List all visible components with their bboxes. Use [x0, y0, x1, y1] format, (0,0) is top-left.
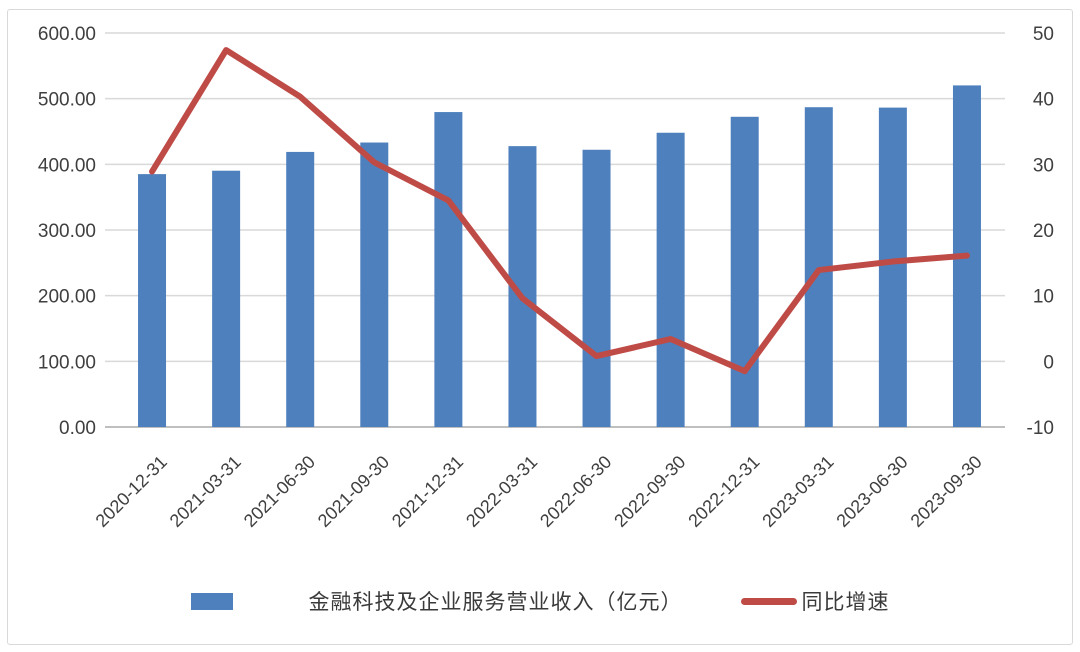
- svg-text:0: 0: [1043, 352, 1054, 373]
- svg-text:600.00: 600.00: [38, 24, 96, 45]
- revenue-bar: [730, 116, 759, 428]
- svg-text:-10: -10: [1027, 418, 1054, 439]
- svg-text:100.00: 100.00: [38, 352, 96, 373]
- revenue-bar-series: [138, 85, 981, 428]
- bar-series-swatch: [190, 592, 233, 610]
- revenue-bar: [138, 174, 167, 427]
- revenue-bar: [656, 132, 685, 427]
- chart-legend: 金融科技及企业服务营业收入（亿元） 同比增速: [0, 584, 1080, 618]
- svg-text:2021-06-30: 2021-06-30: [240, 452, 319, 531]
- revenue-bar: [878, 107, 907, 427]
- svg-text:50: 50: [1033, 24, 1054, 45]
- growth-line-series: [149, 47, 970, 375]
- revenue-bar: [434, 112, 463, 427]
- revenue-bar: [212, 170, 241, 427]
- svg-text:0.00: 0.00: [59, 418, 96, 439]
- line-series-legend-label: 同比增速: [801, 591, 890, 614]
- left-axis-labels: 600.00 500.00 400.00 300.00 200.00 100.00 0.00: [38, 24, 96, 439]
- svg-text:2022-12-31: 2022-12-31: [684, 452, 763, 531]
- svg-text:2023-03-31: 2023-03-31: [758, 452, 837, 531]
- svg-text:2023-09-30: 2023-09-30: [907, 452, 986, 531]
- revenue-bar: [286, 151, 315, 427]
- svg-text:2022-06-30: 2022-06-30: [536, 452, 615, 531]
- svg-text:10: 10: [1033, 287, 1054, 308]
- svg-text:2020-12-31: 2020-12-31: [92, 452, 171, 531]
- svg-text:300.00: 300.00: [38, 221, 96, 242]
- svg-text:40: 40: [1033, 90, 1054, 111]
- x-axis-labels: 2020-12-312021-03-312021-06-302021-09-30…: [92, 452, 986, 531]
- svg-text:400.00: 400.00: [38, 155, 96, 176]
- svg-text:2022-03-31: 2022-03-31: [462, 452, 541, 531]
- line-series-swatch: [740, 597, 797, 605]
- svg-text:200.00: 200.00: [38, 287, 96, 308]
- revenue-bar: [582, 149, 611, 427]
- svg-text:500.00: 500.00: [38, 90, 96, 111]
- svg-text:2022-09-30: 2022-09-30: [610, 452, 689, 531]
- bar-series-legend-label: 金融科技及企业服务营业收入（亿元）: [308, 591, 683, 614]
- revenue-bar: [360, 142, 389, 428]
- gridlines: [105, 32, 1005, 428]
- svg-text:2021-12-31: 2021-12-31: [388, 452, 467, 531]
- svg-text:20: 20: [1033, 221, 1054, 242]
- svg-text:30: 30: [1033, 155, 1054, 176]
- right-axis-labels: 50 40 30 20 10 0 -10: [1027, 24, 1054, 439]
- svg-text:2021-03-31: 2021-03-31: [166, 452, 245, 531]
- svg-text:2021-09-30: 2021-09-30: [314, 452, 393, 531]
- svg-text:2023-06-30: 2023-06-30: [832, 452, 911, 531]
